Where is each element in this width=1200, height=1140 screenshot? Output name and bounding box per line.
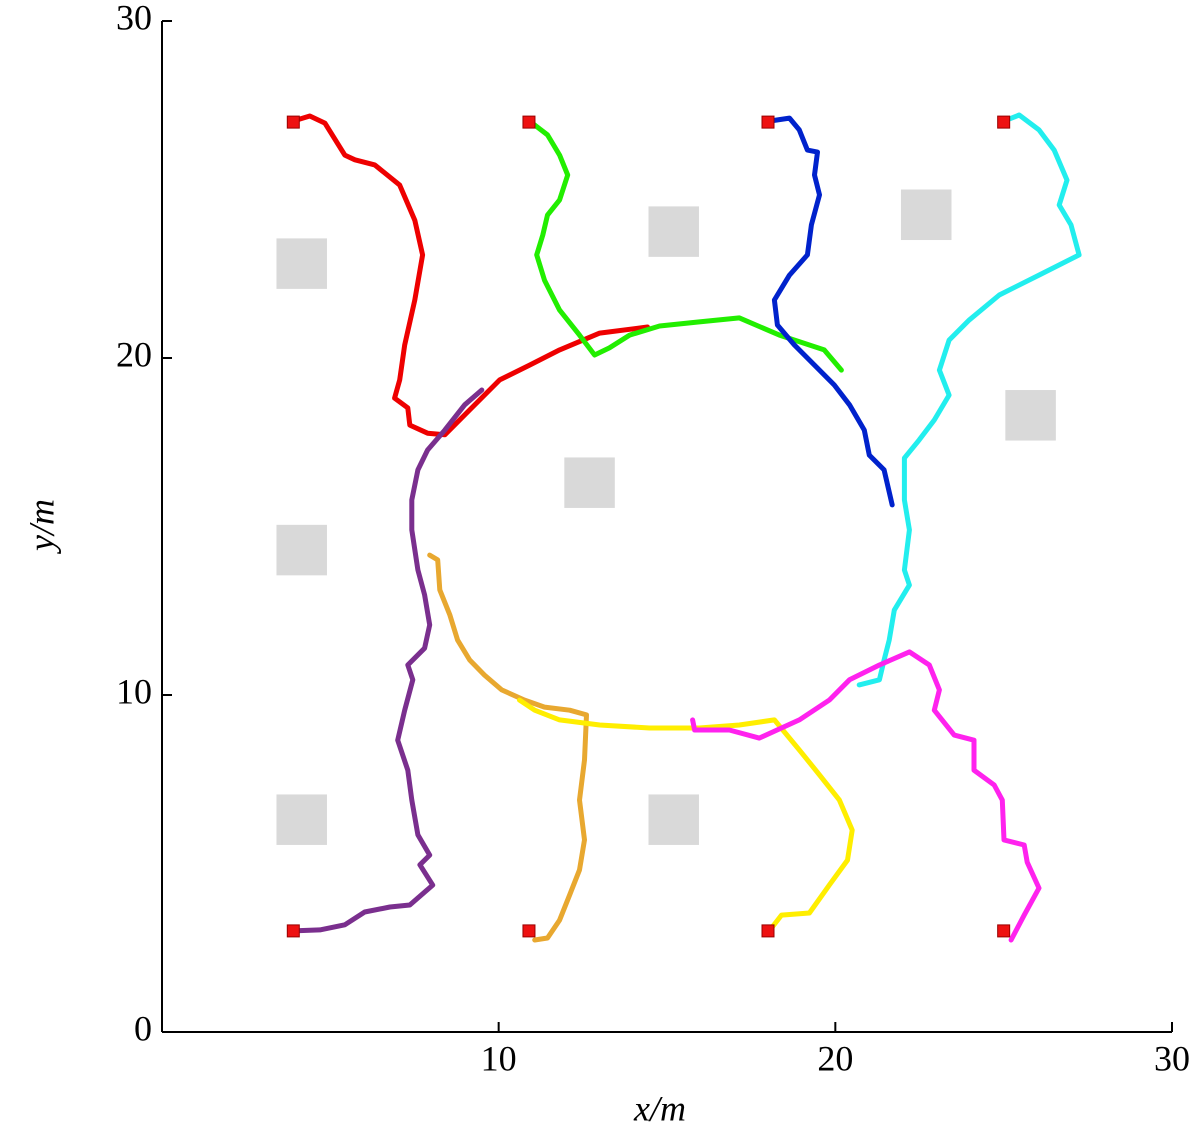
x-tick-label: 20 — [817, 1038, 853, 1078]
trajectory — [517, 697, 855, 934]
obstacle — [276, 524, 327, 576]
trajectory — [690, 649, 1042, 943]
obstacle — [564, 457, 615, 508]
obstacle — [900, 189, 952, 241]
obstacle — [276, 794, 327, 845]
trajectory — [290, 113, 650, 438]
y-tick-label: 30 — [116, 0, 152, 37]
obstacle — [276, 238, 327, 289]
start-marker — [997, 115, 1011, 129]
trajectory — [527, 118, 844, 373]
trajectory — [766, 115, 895, 508]
start-marker — [522, 115, 536, 129]
start-marker — [522, 924, 536, 938]
trajectory — [290, 387, 485, 934]
obstacle — [1005, 390, 1056, 441]
y-tick-label: 20 — [116, 334, 152, 374]
obstacle — [648, 794, 699, 845]
obstacle — [648, 206, 699, 257]
trajectory — [427, 552, 589, 943]
y-tick-label: 10 — [116, 671, 152, 711]
x-tick-label: 10 — [481, 1038, 517, 1078]
x-tick-label: 30 — [1154, 1038, 1190, 1078]
x-axis-label: x/m — [633, 1088, 686, 1128]
start-marker — [286, 115, 300, 129]
trajectory — [856, 112, 1082, 688]
start-marker — [761, 115, 775, 129]
start-marker — [997, 924, 1011, 938]
y-axis-label: y/m — [21, 499, 61, 554]
start-marker — [286, 924, 300, 938]
y-tick-label: 0 — [134, 1008, 152, 1048]
start-marker — [761, 924, 775, 938]
